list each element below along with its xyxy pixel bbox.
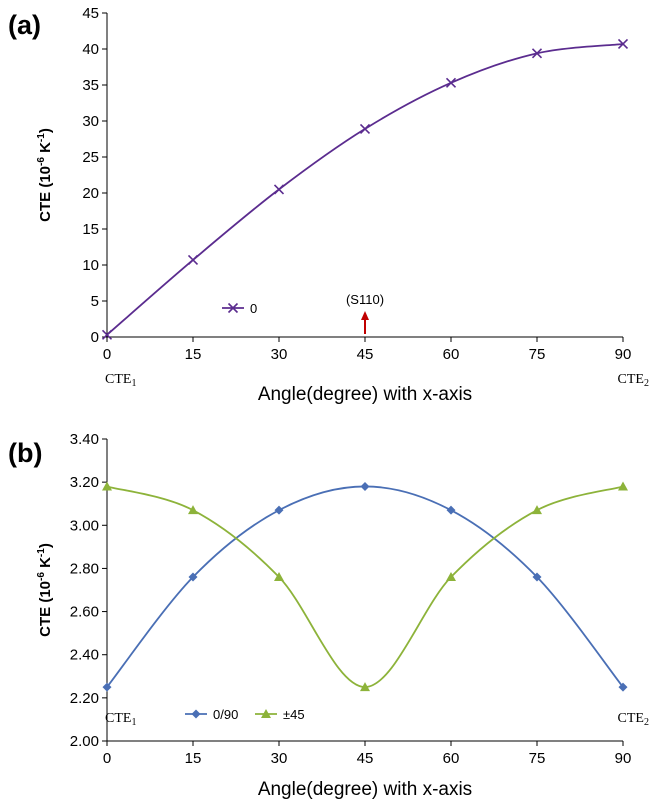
y-tick-label: 15 [82, 221, 99, 238]
y-tick-label: 2.40 [70, 647, 99, 664]
y-tick-label: 25 [82, 149, 99, 166]
data-point-0 [360, 481, 370, 491]
data-point-0 [274, 505, 284, 515]
x-tick-label: 75 [529, 346, 546, 363]
x-tick-label: 90 [615, 750, 632, 767]
y-title-sup1: -6 [36, 572, 47, 581]
y-title-mid: K [37, 142, 54, 157]
data-point-1 [532, 505, 542, 515]
data-point-0 [445, 77, 457, 88]
y-tick-label: 20 [82, 185, 99, 202]
data-point-1 [188, 505, 198, 515]
y-title-mid: K [37, 557, 54, 572]
y-title-sup2: -1 [36, 133, 47, 142]
data-point-1 [360, 682, 370, 692]
y-title-end: ) [37, 543, 54, 548]
legend-label: 0 [250, 301, 257, 316]
x-tick-label: 30 [271, 750, 288, 767]
cte1-label: CTE1 [105, 711, 136, 728]
data-point-0 [187, 254, 199, 266]
x-tick-label: 90 [615, 346, 632, 363]
x-axis-title: Angle(degree) with x-axis [258, 779, 472, 800]
x-tick-label: 60 [443, 346, 460, 363]
data-point-0 [102, 682, 112, 692]
cte1-main: CTE [105, 372, 131, 387]
data-point-0 [446, 505, 456, 515]
data-point-1 [446, 572, 456, 582]
y-title-sup1: -6 [36, 157, 47, 166]
x-tick-label: 15 [185, 750, 202, 767]
y-tick-label: 5 [91, 293, 99, 310]
y-tick-label: 35 [82, 77, 99, 94]
y-tick-label: 2.80 [70, 560, 99, 577]
x-tick-label: 0 [103, 750, 111, 767]
x-tick-label: 75 [529, 750, 546, 767]
annotation-label: (S110) [346, 292, 384, 307]
x-tick-label: 15 [185, 346, 202, 363]
annotation-arrowhead [361, 311, 369, 320]
x-tick-label: 45 [357, 750, 374, 767]
data-point-1 [274, 572, 284, 582]
legend-marker [261, 709, 271, 718]
data-point-0 [532, 572, 542, 582]
y-tick-label: 45 [82, 5, 99, 22]
legend-label: 0/90 [213, 707, 238, 722]
x-tick-label: 0 [103, 346, 111, 363]
y-tick-label: 2.60 [70, 604, 99, 621]
y-title-sup2: -1 [36, 548, 47, 557]
y-tick-label: 2.20 [70, 690, 99, 707]
y-title-end: ) [37, 128, 54, 133]
cte2-sub: 2 [644, 717, 649, 728]
data-point-0 [101, 329, 113, 340]
y-axis-title: CTE (10-6 K-1) [36, 543, 54, 637]
cte2-label: CTE2 [618, 372, 649, 389]
legend-marker [191, 709, 201, 719]
series-line-0 [106, 485, 624, 688]
chart-panel-b: (b) 2.00 2.20 2.40 2.60 2.80 3.00 3.20 3.40 0 15 30… [8, 431, 649, 800]
cte1-main: CTE [105, 711, 131, 726]
y-tick-label: 40 [82, 41, 99, 58]
x-tick-label: 45 [357, 346, 374, 363]
data-point-0 [273, 184, 285, 195]
cte2-label: CTE2 [618, 711, 649, 728]
cte2-sub: 2 [644, 378, 649, 389]
y-title-main: CTE (10 [37, 166, 54, 222]
data-point-0 [531, 48, 543, 59]
data-point-0 [617, 38, 629, 50]
data-point-0 [618, 682, 628, 692]
y-tick-label: 30 [82, 113, 99, 130]
cte1-label: CTE1 [105, 372, 136, 389]
y-tick-label: 3.40 [70, 431, 99, 448]
y-tick-label: 10 [82, 257, 99, 274]
cte2-main: CTE [618, 711, 644, 726]
data-point-1 [102, 481, 112, 491]
legend-marker [227, 302, 239, 314]
data-point-0 [359, 123, 371, 134]
cte2-main: CTE [618, 372, 644, 387]
legend-label: ±45 [283, 707, 305, 722]
x-tick-label: 60 [443, 750, 460, 767]
panel-label: (a) [8, 10, 41, 40]
cte1-sub: 1 [131, 378, 136, 389]
data-point-1 [618, 481, 628, 491]
y-tick-label: 0 [91, 329, 99, 346]
cte1-sub: 1 [131, 717, 136, 728]
x-tick-label: 30 [271, 346, 288, 363]
y-tick-label: 2.00 [70, 733, 99, 750]
y-tick-label: 3.00 [70, 517, 99, 534]
y-title-main: CTE (10 [37, 581, 54, 637]
data-point-0 [188, 572, 198, 582]
y-axis-title: CTE (10-6 K-1) [36, 128, 54, 222]
y-tick-label: 3.20 [70, 474, 99, 491]
x-axis-title: Angle(degree) with x-axis [258, 384, 472, 405]
panel-label: (b) [8, 438, 42, 468]
